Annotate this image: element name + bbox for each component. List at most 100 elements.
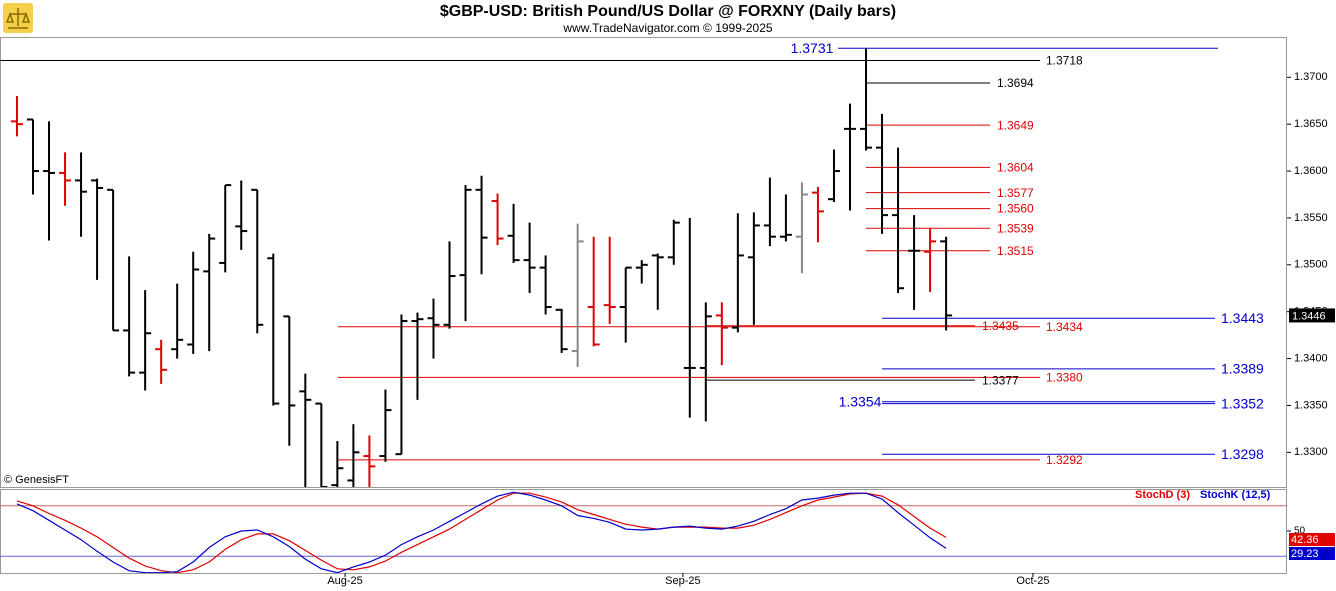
ohlc-bar	[892, 147, 905, 293]
ohlc-bar	[43, 121, 56, 241]
last-price-label: 1.3446	[1292, 310, 1326, 322]
ohlc-bar	[91, 178, 104, 280]
chart-subtitle: www.TradeNavigator.com © 1999-2025	[562, 21, 772, 35]
level-label: 1.3443	[1221, 310, 1264, 326]
ohlc-bar	[507, 203, 520, 263]
ohlc-bar	[683, 217, 696, 418]
ohlc-bar	[107, 188, 120, 332]
ohlc-bar	[699, 302, 712, 422]
ohlc-bar	[395, 314, 408, 456]
y-tick-label: 50	[1294, 526, 1306, 537]
ohlc-bar	[123, 256, 136, 377]
ohlc-bar	[315, 402, 328, 487]
ohlc-bar	[331, 441, 344, 487]
x-tick-label: Sep-25	[665, 575, 700, 587]
ohlc-bar	[876, 113, 889, 234]
bars	[10, 48, 953, 487]
ohlc-bar	[443, 241, 456, 329]
ohlc-bar	[571, 223, 584, 367]
stoch-line	[16, 491, 947, 573]
ohlc-bar	[763, 177, 776, 247]
ohlc-bar	[747, 212, 760, 325]
ohlc-bar	[731, 213, 744, 333]
stoch-panel	[0, 489, 1287, 574]
ohlc-bar	[491, 193, 504, 246]
legend-entry: StochK (12,5)	[1200, 489, 1271, 501]
ohlc-bar	[283, 315, 296, 446]
ohlc-bar	[475, 175, 488, 275]
ohlc-bar	[187, 251, 200, 354]
level-label: 1.3577	[997, 186, 1034, 200]
ohlc-bar	[651, 253, 664, 310]
last-price-box	[1289, 308, 1335, 323]
ohlc-bar	[587, 236, 600, 347]
ohlc-bar	[843, 103, 856, 211]
level-label: 1.3515	[997, 244, 1034, 258]
ohlc-bar	[219, 184, 232, 273]
ohlc-bar	[347, 424, 360, 487]
ohlc-bar	[267, 253, 280, 406]
x-tick-label: Aug-25	[327, 575, 362, 587]
ohlc-bar	[251, 188, 264, 334]
ohlc-bar	[940, 236, 953, 331]
y-tick-label: 1.3350	[1294, 399, 1328, 411]
level-label: 1.3352	[1221, 395, 1264, 411]
ohlc-bar	[411, 312, 424, 400]
ohlc-bar	[155, 339, 168, 384]
ohlc-bar	[539, 255, 552, 315]
value-label: 42.36	[1291, 534, 1319, 546]
y-tick-label: 1.3300	[1294, 446, 1328, 458]
level-label: 1.3292	[1046, 453, 1083, 467]
ohlc-bar	[171, 283, 184, 359]
ohlc-bar	[795, 182, 808, 274]
value-box	[1289, 547, 1335, 560]
ohlc-bar	[459, 185, 472, 322]
level-label: 1.3354	[839, 393, 882, 409]
ohlc-bar	[555, 308, 568, 353]
value-label: 29.23	[1291, 548, 1319, 560]
logo	[3, 3, 33, 33]
price-panel	[0, 37, 1287, 488]
level-label: 1.3694	[997, 76, 1034, 90]
level-label: 1.3731	[791, 40, 834, 56]
ohlc-bar	[379, 389, 392, 462]
ohlc-bar	[299, 373, 312, 487]
ohlc-bar	[635, 260, 648, 284]
level-label: 1.3380	[1046, 370, 1083, 384]
level-label: 1.3649	[997, 118, 1034, 132]
ohlc-bar	[603, 236, 616, 324]
ohlc-bar	[779, 194, 792, 242]
level-label: 1.3604	[997, 160, 1034, 174]
level-label: 1.3560	[997, 202, 1034, 216]
level-label: 1.3435	[982, 319, 1019, 333]
ohlc-bar	[827, 149, 840, 202]
ohlc-bar	[235, 180, 248, 250]
legend-entry: StochD (3)	[1135, 489, 1190, 501]
level-label: 1.3389	[1221, 361, 1264, 377]
level-label: 1.3434	[1046, 320, 1083, 334]
ohlc-bar	[667, 219, 680, 265]
y-tick-label: 1.3600	[1294, 165, 1328, 177]
ohlc-bar	[619, 266, 632, 343]
level-label: 1.3539	[997, 221, 1034, 235]
ohlc-bar	[860, 48, 873, 151]
ohlc-bar	[427, 298, 440, 359]
y-tick-label: 1.3700	[1294, 71, 1328, 83]
level-label: 1.3298	[1221, 446, 1264, 462]
ohlc-bar	[523, 222, 536, 293]
y-tick-label: 1.3650	[1294, 118, 1328, 130]
ohlc-bar	[924, 228, 937, 292]
ohlc-bar	[10, 96, 23, 137]
x-tick-label: Oct-25	[1016, 575, 1049, 587]
ohlc-bar	[139, 290, 152, 391]
ohlc-bar	[363, 435, 376, 487]
ohlc-bar	[715, 302, 728, 366]
ohlc-bar	[75, 152, 88, 237]
level-label: 1.3718	[1046, 54, 1083, 68]
ohlc-bar	[59, 152, 72, 206]
copyright: © GenesisFT	[4, 474, 69, 486]
ohlc-bar	[811, 187, 824, 243]
